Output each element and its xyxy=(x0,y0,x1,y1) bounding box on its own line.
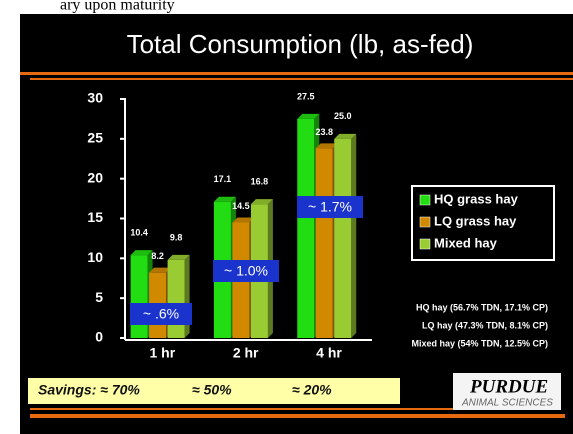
bar-top xyxy=(213,196,236,202)
annotation: ~ .6% xyxy=(143,306,179,322)
bar-top xyxy=(130,250,153,256)
bar-top xyxy=(334,133,357,139)
bar-side xyxy=(184,254,190,338)
note: Mixed hay (54% TDN, 12.5% CP) xyxy=(411,338,548,348)
bar-top xyxy=(250,199,273,205)
savings: ≈ 50% xyxy=(192,382,232,398)
legend-swatch xyxy=(419,194,431,206)
top-fragment: ary upon maturity xyxy=(60,0,175,14)
bar xyxy=(297,118,315,339)
y-tick-label: 0 xyxy=(95,329,103,345)
legend-swatch xyxy=(419,216,431,228)
savings-bar xyxy=(28,378,400,404)
bar-top xyxy=(149,267,172,273)
value-label: 27.5 xyxy=(297,91,315,101)
value-label: 10.4 xyxy=(130,228,148,238)
y-tick-label: 20 xyxy=(87,169,103,185)
legend-label: Mixed hay xyxy=(434,235,498,250)
rule xyxy=(30,408,550,410)
annotation-box xyxy=(130,303,192,325)
y-tick-label: 15 xyxy=(87,209,103,225)
value-label: 16.8 xyxy=(251,177,269,187)
bar xyxy=(167,259,185,338)
x-tick-label: 4 hr xyxy=(316,345,342,361)
chart-title: Total Consumption (lb, as-fed) xyxy=(127,29,474,59)
legend-box xyxy=(411,185,555,261)
x-tick-label: 1 hr xyxy=(149,345,175,361)
y-tick-label: 30 xyxy=(87,90,103,106)
bar xyxy=(334,138,352,338)
logo-bg xyxy=(453,373,561,410)
annotation: ~ 1.7% xyxy=(308,199,352,215)
bar-side xyxy=(351,133,357,338)
rule xyxy=(30,78,573,80)
annotation-box xyxy=(297,196,363,218)
y-tick-label: 5 xyxy=(95,289,103,305)
value-label: 23.8 xyxy=(315,127,333,137)
bar-top xyxy=(315,143,338,149)
legend-label: HQ grass hay xyxy=(434,191,519,206)
rule xyxy=(20,72,573,75)
value-label: 8.2 xyxy=(151,251,164,261)
annotation: ~ 1.0% xyxy=(224,263,268,279)
bar xyxy=(130,255,148,338)
bar-top xyxy=(167,254,190,260)
y-tick-label: 25 xyxy=(87,130,103,146)
bar xyxy=(315,148,333,338)
bar-top xyxy=(297,113,320,119)
legend-label: LQ grass hay xyxy=(434,213,517,228)
rule xyxy=(30,414,565,418)
bar-top xyxy=(232,217,255,223)
note: LQ hay (47.3% TDN, 8.1% CP) xyxy=(422,320,548,330)
note: HQ hay (56.7% TDN, 17.1% CP) xyxy=(416,302,548,312)
annotation-box xyxy=(213,260,279,282)
savings: ≈ 20% xyxy=(292,382,332,398)
x-tick-label: 2 hr xyxy=(233,345,259,361)
value-label: 25.0 xyxy=(334,111,352,121)
y-tick-label: 10 xyxy=(87,249,103,265)
savings: Savings: ≈ 70% xyxy=(38,382,140,398)
legend-swatch xyxy=(419,238,431,250)
value-label: 17.1 xyxy=(214,174,232,184)
value-label: 14.5 xyxy=(232,201,250,211)
logo-name: PURDUE xyxy=(469,376,548,397)
value-label: 9.8 xyxy=(170,232,183,242)
logo-sub: ANIMAL SCIENCES xyxy=(461,398,553,409)
